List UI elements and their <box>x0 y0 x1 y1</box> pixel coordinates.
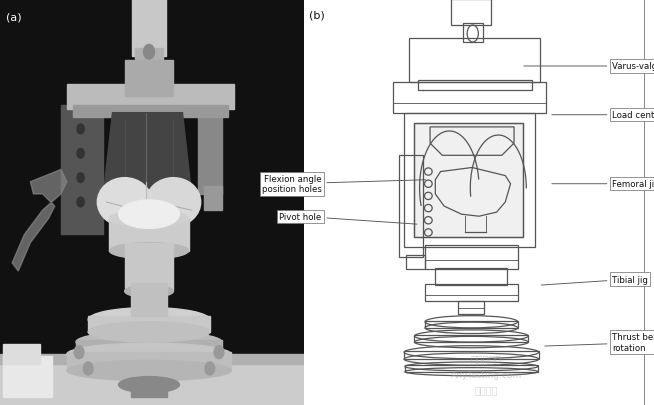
Ellipse shape <box>97 178 152 227</box>
Bar <box>0 356 304 405</box>
Bar <box>404 351 538 359</box>
Text: Thrust bearing – axial
rotation: Thrust bearing – axial rotation <box>545 333 654 352</box>
Bar <box>415 124 523 237</box>
Text: 美检检测网: 美检检测网 <box>470 354 502 363</box>
Bar <box>132 0 165 57</box>
Bar <box>76 340 222 352</box>
Ellipse shape <box>118 377 179 393</box>
Ellipse shape <box>67 360 231 381</box>
Text: Femoral jig: Femoral jig <box>552 180 654 189</box>
Text: Load centring track: Load centring track <box>552 111 654 120</box>
Bar <box>109 219 188 251</box>
Ellipse shape <box>67 343 231 365</box>
Circle shape <box>205 362 215 375</box>
Bar <box>436 268 507 286</box>
Bar <box>404 113 535 247</box>
Text: 中国器申: 中国器申 <box>474 385 498 394</box>
Text: Pivot hole: Pivot hole <box>279 212 417 225</box>
Bar <box>88 316 210 332</box>
Bar <box>418 81 532 91</box>
Bar <box>0 354 304 364</box>
Bar <box>458 301 485 314</box>
Bar <box>405 255 425 269</box>
Bar <box>125 61 173 97</box>
Ellipse shape <box>125 286 173 298</box>
Circle shape <box>83 362 93 375</box>
Ellipse shape <box>88 322 210 342</box>
Bar <box>3 356 52 397</box>
Ellipse shape <box>88 308 210 332</box>
Ellipse shape <box>76 331 222 353</box>
Text: (a): (a) <box>6 12 22 22</box>
Text: Flexion angle
position holes: Flexion angle position holes <box>262 175 426 194</box>
Ellipse shape <box>146 178 201 227</box>
Bar <box>463 24 483 43</box>
Bar <box>398 156 423 257</box>
Bar <box>67 352 231 371</box>
Bar <box>425 321 517 328</box>
Text: Tibial jig: Tibial jig <box>542 275 648 286</box>
Bar <box>125 243 173 292</box>
Bar <box>393 83 545 113</box>
Bar <box>73 105 228 117</box>
Circle shape <box>77 149 84 159</box>
Bar <box>135 49 163 73</box>
Circle shape <box>143 45 154 60</box>
Bar <box>425 246 517 269</box>
Bar <box>61 105 103 235</box>
Circle shape <box>77 173 84 183</box>
Polygon shape <box>12 170 67 271</box>
Ellipse shape <box>118 200 179 229</box>
Bar <box>405 365 538 372</box>
Bar <box>67 85 234 109</box>
Bar <box>131 284 167 316</box>
Circle shape <box>77 198 84 207</box>
Bar <box>204 186 222 211</box>
Circle shape <box>77 125 84 134</box>
Bar <box>425 285 517 302</box>
Bar <box>3 344 39 364</box>
Text: Varus-valgus pivot: Varus-valgus pivot <box>524 62 654 71</box>
Circle shape <box>74 346 84 359</box>
Text: (b): (b) <box>309 10 325 20</box>
Bar <box>415 124 523 237</box>
Bar <box>451 0 491 26</box>
Bar <box>415 335 528 342</box>
Circle shape <box>214 346 224 359</box>
Text: AnyTesting.com: AnyTesting.com <box>451 370 522 379</box>
Ellipse shape <box>109 243 188 259</box>
Polygon shape <box>103 113 192 194</box>
Bar <box>409 38 540 83</box>
Bar <box>198 105 222 194</box>
Bar <box>131 381 167 397</box>
Ellipse shape <box>109 211 188 227</box>
